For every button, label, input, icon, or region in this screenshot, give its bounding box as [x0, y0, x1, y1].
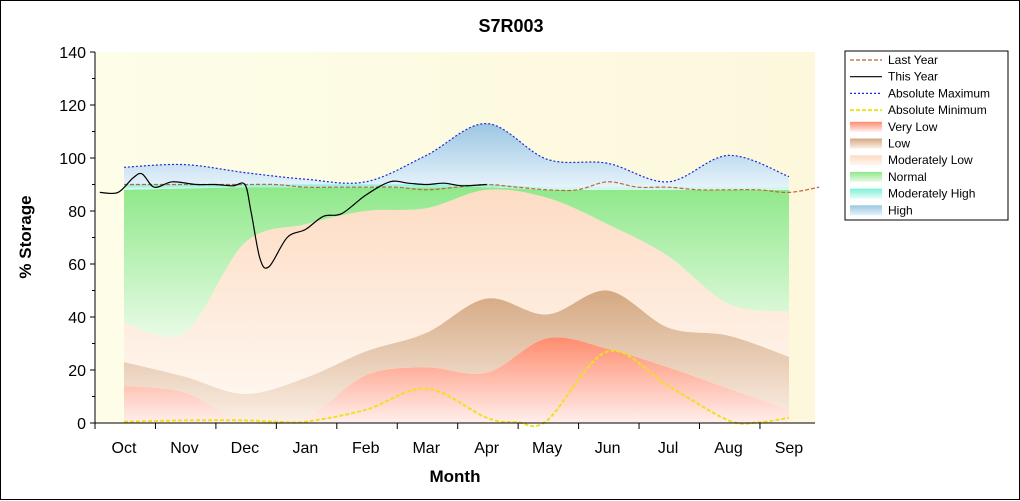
- band-normal: [124, 186, 789, 338]
- legend-label: This Year: [888, 70, 938, 84]
- x-axis-title: Month: [430, 467, 481, 486]
- y-tick-label: 100: [59, 151, 86, 168]
- legend-label: Moderately High: [888, 187, 975, 201]
- x-tick-label: Jun: [595, 440, 621, 457]
- x-tick-label: May: [532, 440, 562, 457]
- y-tick-label: 40: [68, 310, 86, 327]
- series-absolute-maximum: [123, 122, 790, 184]
- y-tick-label: 0: [77, 416, 86, 433]
- y-tick-label: 140: [59, 45, 86, 62]
- legend-label: Normal: [888, 170, 927, 184]
- bands-layer: [124, 123, 789, 425]
- y-tick-label: 80: [68, 204, 86, 221]
- x-tick-label: Nov: [170, 440, 198, 457]
- legend-swatch: [850, 188, 882, 199]
- x-tick-label: Oct: [112, 440, 137, 457]
- legend-swatch: [850, 138, 882, 149]
- y-axis-title: % Storage: [16, 195, 35, 278]
- x-tick-label: Jan: [292, 440, 318, 457]
- legend: Last Year This Year Absolute Maximum Absolu…: [844, 50, 1009, 221]
- legend-swatch: [850, 171, 882, 182]
- x-tick-label: Sep: [775, 440, 804, 457]
- x-tick-label: Jul: [658, 440, 678, 457]
- x-tick-label: Dec: [231, 440, 259, 457]
- band-moderately-low: [124, 189, 789, 394]
- x-tick-label: Mar: [412, 440, 440, 457]
- legend-swatch: [850, 121, 882, 132]
- x-tick-label: Apr: [474, 440, 500, 457]
- band-very-low: [124, 337, 789, 425]
- legend-label: High: [888, 203, 913, 217]
- legend-label: Low: [888, 137, 910, 151]
- chart-title: S7R003: [478, 16, 543, 36]
- series-absolute-minimum: [123, 349, 790, 428]
- axes-layer: 0 20 40 60 80 100 120 140 Oct Nov Dec Jan Feb Mar Apr M…: [59, 45, 815, 457]
- legend-swatch: [850, 155, 882, 166]
- legend-label: Moderately Low: [888, 153, 973, 167]
- y-tick-label: 120: [59, 98, 86, 115]
- legend-label: Absolute Minimum: [888, 103, 987, 117]
- x-tick-label: Aug: [714, 440, 742, 457]
- series-this-year: [99, 172, 487, 269]
- x-tick-label: Feb: [352, 440, 380, 457]
- y-tick-label: 20: [68, 363, 86, 380]
- legend-label: Last Year: [888, 53, 938, 67]
- band-low: [124, 290, 789, 425]
- y-tick-label: 60: [68, 257, 86, 274]
- band-moderately-high: [124, 184, 789, 190]
- legend-swatch: [850, 205, 882, 216]
- legend-label: Very Low: [888, 120, 938, 134]
- lines-layer: [99, 122, 820, 428]
- band-high: [124, 123, 789, 188]
- legend-label: Absolute Maximum: [888, 86, 990, 100]
